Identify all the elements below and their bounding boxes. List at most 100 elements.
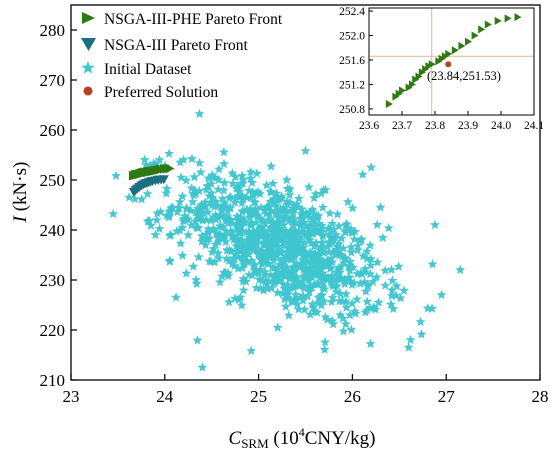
inset-y-tick-label: 252.4 bbox=[339, 6, 365, 18]
initial-dataset-star bbox=[193, 213, 204, 224]
initial-dataset-star bbox=[242, 256, 253, 267]
initial-dataset-star bbox=[189, 171, 200, 182]
initial-dataset-star bbox=[218, 267, 229, 278]
initial-dataset-star bbox=[320, 312, 331, 322]
inset-phe-point bbox=[484, 20, 492, 29]
initial-dataset-star bbox=[238, 276, 248, 286]
inset-y-tick-label: 251.2 bbox=[339, 79, 365, 91]
initial-dataset-star bbox=[333, 220, 344, 231]
initial-dataset-star bbox=[349, 277, 359, 288]
initial-dataset-star bbox=[225, 191, 236, 202]
initial-dataset-star bbox=[236, 198, 247, 208]
initial-dataset-star bbox=[201, 184, 212, 195]
initial-dataset-star bbox=[326, 296, 337, 307]
initial-dataset-star bbox=[292, 198, 303, 209]
initial-dataset-star bbox=[325, 273, 336, 284]
initial-dataset-star bbox=[232, 181, 243, 191]
initial-dataset-star bbox=[343, 196, 353, 207]
initial-dataset-star bbox=[209, 201, 220, 211]
initial-dataset-star bbox=[188, 188, 199, 198]
initial-dataset-star bbox=[236, 225, 246, 236]
initial-dataset-star bbox=[316, 289, 327, 300]
initial-dataset-star bbox=[237, 193, 248, 203]
initial-dataset-star bbox=[304, 231, 315, 241]
y-tick-label: 260 bbox=[40, 121, 66, 140]
initial-dataset-star bbox=[340, 225, 351, 236]
initial-dataset-star bbox=[338, 326, 349, 336]
initial-dataset-star bbox=[289, 275, 300, 285]
initial-dataset-star bbox=[206, 188, 217, 198]
initial-dataset-star bbox=[312, 249, 323, 259]
initial-dataset-star bbox=[365, 240, 376, 250]
inset-phe-point bbox=[478, 25, 486, 34]
initial-dataset-star bbox=[305, 266, 316, 277]
initial-dataset-star bbox=[248, 240, 259, 250]
initial-dataset-star bbox=[221, 210, 232, 221]
initial-dataset-star bbox=[326, 232, 337, 242]
initial-dataset-star bbox=[278, 254, 289, 264]
initial-dataset-star bbox=[215, 232, 226, 242]
initial-dataset-star bbox=[292, 238, 302, 248]
initial-dataset-star bbox=[337, 313, 348, 323]
initial-dataset-star bbox=[317, 282, 328, 292]
initial-dataset-star bbox=[236, 217, 247, 227]
initial-dataset-star bbox=[346, 324, 357, 335]
initial-dataset-star bbox=[284, 247, 295, 258]
initial-dataset-star bbox=[237, 206, 248, 217]
initial-dataset-star bbox=[252, 234, 263, 244]
initial-dataset-star bbox=[380, 265, 391, 275]
initial-dataset-star bbox=[136, 194, 147, 204]
initial-dataset-star bbox=[161, 188, 172, 198]
initial-dataset-star bbox=[293, 193, 304, 203]
initial-dataset-star bbox=[405, 334, 416, 345]
initial-dataset-star bbox=[312, 213, 323, 224]
initial-dataset-star bbox=[287, 232, 298, 243]
legend-label-nsga-iii: NSGA-III Pareto Front bbox=[104, 37, 248, 54]
initial-dataset-star bbox=[291, 218, 302, 228]
initial-dataset-star bbox=[258, 253, 269, 263]
initial-dataset-star bbox=[349, 234, 360, 244]
initial-dataset-star bbox=[274, 245, 285, 255]
inset-x-tick-label: 23.7 bbox=[392, 120, 412, 132]
initial-dataset-star bbox=[372, 257, 383, 267]
initial-dataset-star bbox=[150, 229, 161, 240]
initial-dataset-star bbox=[236, 300, 247, 310]
legend-label-preferred-solution: Preferred Solution bbox=[104, 84, 218, 101]
initial-dataset-star bbox=[283, 285, 294, 296]
initial-dataset-star bbox=[280, 211, 291, 221]
initial-dataset-star bbox=[277, 215, 288, 225]
initial-dataset-star bbox=[245, 173, 256, 183]
initial-dataset-star bbox=[375, 202, 386, 212]
initial-dataset-star bbox=[139, 154, 150, 165]
initial-dataset-star bbox=[283, 243, 294, 253]
inset-phe-point bbox=[399, 86, 406, 95]
initial-dataset-star bbox=[251, 232, 262, 242]
initial-dataset-star bbox=[129, 193, 140, 204]
initial-dataset-star bbox=[277, 240, 288, 251]
initial-dataset-star bbox=[316, 188, 327, 198]
initial-dataset-star bbox=[199, 202, 210, 212]
initial-dataset-star bbox=[235, 292, 246, 302]
initial-dataset-star bbox=[416, 329, 427, 339]
initial-dataset-star bbox=[308, 255, 318, 266]
inset-phe-point bbox=[458, 41, 466, 50]
initial-dataset-star bbox=[341, 218, 352, 229]
initial-dataset-star bbox=[288, 245, 299, 256]
initial-dataset-star bbox=[245, 220, 256, 230]
inset-front-points bbox=[385, 13, 522, 108]
initial-dataset-star bbox=[267, 227, 278, 238]
x-tick-label: 24 bbox=[156, 387, 174, 406]
initial-dataset-star bbox=[225, 215, 236, 225]
initial-dataset-star bbox=[293, 240, 304, 250]
initial-dataset-star bbox=[371, 272, 382, 282]
initial-dataset-star bbox=[344, 309, 355, 320]
initial-dataset-star bbox=[196, 203, 207, 213]
initial-dataset-star bbox=[352, 268, 363, 279]
initial-dataset-star bbox=[232, 211, 243, 221]
initial-dataset-star bbox=[327, 270, 337, 280]
initial-dataset-star bbox=[253, 210, 264, 220]
initial-dataset-star bbox=[256, 246, 267, 256]
initial-dataset-star bbox=[422, 303, 433, 313]
initial-dataset-star bbox=[331, 244, 342, 255]
initial-dataset-star bbox=[315, 253, 326, 264]
